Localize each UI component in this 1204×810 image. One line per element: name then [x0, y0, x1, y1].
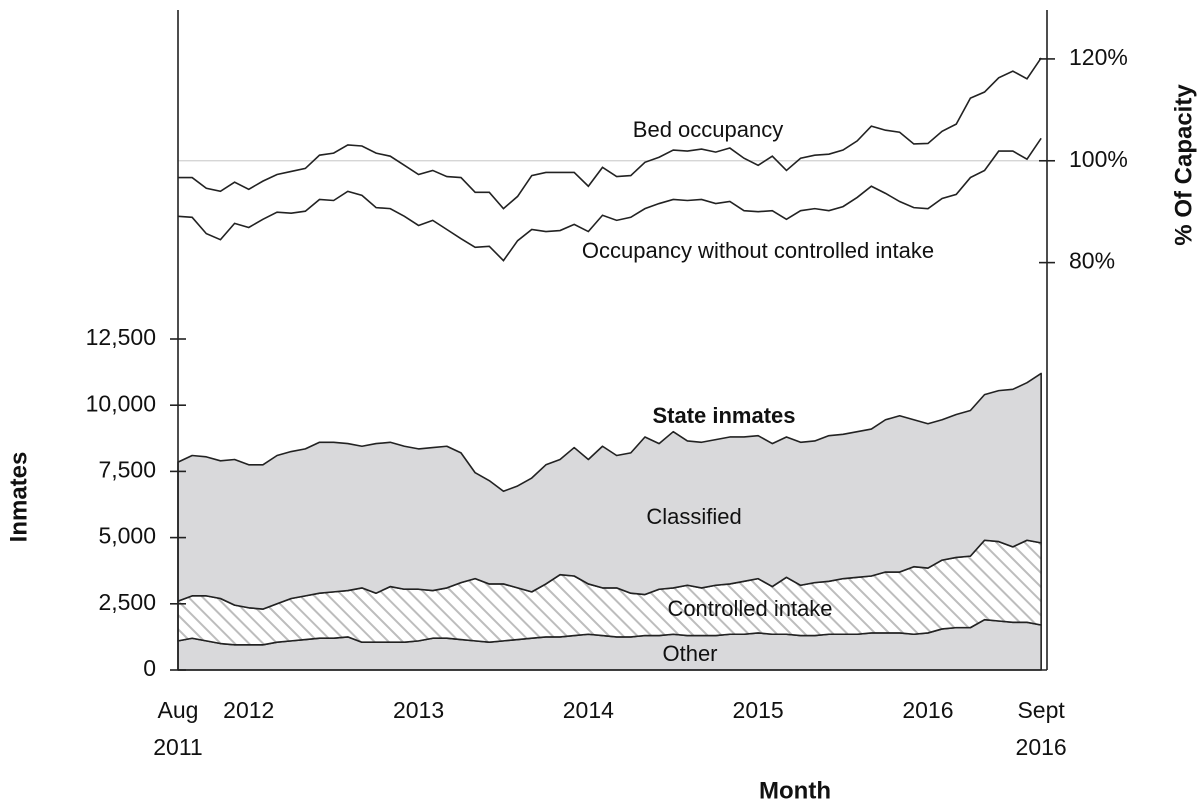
x-tick-label: Aug 2011	[153, 697, 203, 760]
annotation: State inmates	[652, 403, 795, 428]
x-axis-title: Month	[759, 777, 831, 804]
x-tick-label: Sept 2016	[1015, 697, 1067, 760]
x-tick-label: 2014	[562, 697, 614, 723]
series-label: Controlled intake	[667, 596, 832, 621]
y-tick-label: 5,000	[98, 523, 156, 549]
y-tick-label: 0	[143, 655, 156, 681]
x-tick-label: 2015	[732, 697, 784, 723]
y-tick-label: 10,000	[86, 390, 156, 416]
y2-axis-title: % Of Capacity	[1170, 84, 1197, 246]
line	[178, 57, 1042, 210]
series-label: Bed occupancy	[633, 117, 783, 142]
x-tick-label: 2012	[223, 697, 275, 723]
x-tick-label: 2013	[392, 697, 445, 723]
series-label: Occupancy without controlled intake	[582, 238, 934, 263]
y-tick-label: 12,500	[86, 324, 156, 350]
y2-tick-label: 100%	[1069, 146, 1128, 172]
y-tick-label: 7,500	[98, 456, 156, 482]
y-tick-label: 2,500	[98, 589, 156, 615]
series-label: Classified	[646, 504, 741, 529]
x-tick-label: 2016	[902, 697, 954, 723]
series-label: Other	[662, 641, 717, 666]
line	[177, 137, 1042, 262]
y-axis-title: Inmates	[5, 452, 32, 543]
area	[177, 372, 1042, 610]
y2-tick-label: 120%	[1069, 44, 1128, 70]
y2-tick-label: 80%	[1069, 248, 1115, 274]
